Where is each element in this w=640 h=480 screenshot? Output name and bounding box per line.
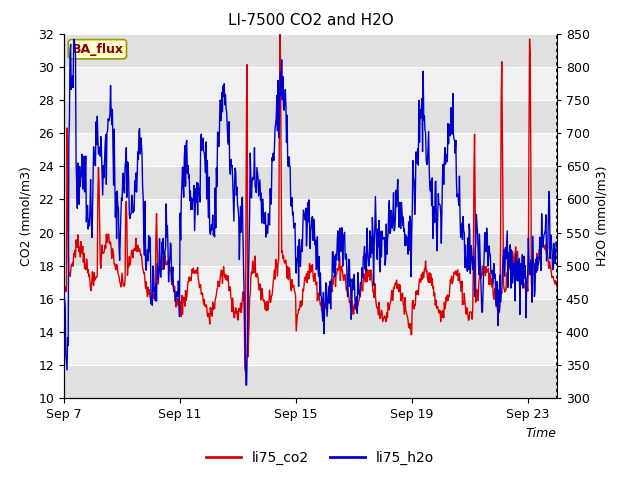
Title: LI-7500 CO2 and H2O: LI-7500 CO2 and H2O bbox=[228, 13, 393, 28]
Bar bbox=[64, 233, 557, 266]
Bar bbox=[64, 365, 557, 398]
Bar bbox=[64, 34, 557, 67]
Text: BA_flux: BA_flux bbox=[72, 43, 124, 56]
Bar bbox=[64, 299, 557, 332]
Y-axis label: CO2 (mmol/m3): CO2 (mmol/m3) bbox=[20, 166, 33, 266]
Bar bbox=[64, 166, 557, 199]
Legend: li75_co2, li75_h2o: li75_co2, li75_h2o bbox=[200, 445, 440, 471]
Y-axis label: H2O (mmol/m3): H2O (mmol/m3) bbox=[595, 166, 609, 266]
Bar bbox=[64, 100, 557, 133]
X-axis label: Time: Time bbox=[526, 427, 557, 440]
